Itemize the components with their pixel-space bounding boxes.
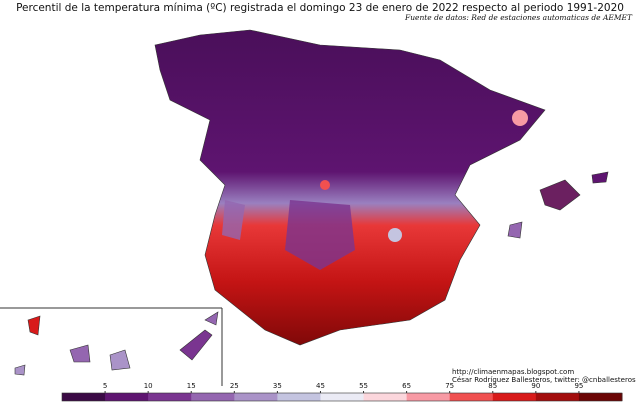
colorbar-bin	[320, 393, 365, 401]
colorbar-label: 65	[402, 382, 411, 390]
source: Fuente de datos: Red de estaciones autom…	[404, 13, 633, 22]
colorbar-label: 15	[187, 382, 196, 390]
url: http://climaenmapas.blogspot.com	[452, 368, 574, 376]
colorbar-bin	[277, 393, 321, 401]
colorbar-label: 35	[273, 382, 282, 390]
canarias	[179, 329, 213, 361]
colorbar-bin	[148, 393, 192, 401]
canarias	[14, 364, 26, 376]
colorbar-bin	[449, 393, 494, 401]
ibiza	[507, 221, 523, 239]
canarias	[27, 315, 41, 336]
colorbar-label: 90	[531, 382, 540, 390]
colorbar-bin	[406, 393, 451, 401]
cold-spot	[388, 228, 402, 242]
colorbar-label: 45	[316, 382, 325, 390]
colorbar-frame	[61, 392, 623, 402]
colorbar-bin	[535, 393, 580, 401]
baleares	[539, 179, 581, 211]
colorbar: 5 10 15 25 35 45 55 65 75 85 90 95	[61, 382, 623, 402]
canarias	[204, 311, 219, 326]
colorbar-bin	[363, 393, 408, 401]
colorbar-bin	[578, 393, 623, 401]
warm-spot	[512, 110, 528, 126]
warm-spot	[320, 180, 330, 190]
menorca	[591, 171, 609, 184]
title: Percentil de la temperatura mínima (ºC) …	[16, 2, 624, 14]
peninsula	[154, 29, 546, 346]
colorbar-label: 85	[488, 382, 497, 390]
colorbar-label: 25	[230, 382, 239, 390]
colorbar-label: 10	[144, 382, 153, 390]
canarias	[109, 349, 131, 371]
credit: César Rodríguez Ballesteros, twitter: @c…	[452, 376, 636, 384]
cold-area	[285, 200, 355, 270]
colorbar-label: 5	[103, 382, 107, 390]
cold-area	[222, 200, 245, 240]
canarias	[69, 344, 91, 363]
map	[0, 29, 609, 386]
colorbar-bin	[492, 393, 537, 401]
colorbar-bin	[105, 393, 149, 401]
colorbar-label: 75	[445, 382, 454, 390]
colorbar-label: 95	[574, 382, 583, 390]
colorbar-bin	[62, 393, 106, 401]
colorbar-bin	[191, 393, 235, 401]
colorbar-label: 55	[359, 382, 368, 390]
colorbar-bin	[234, 393, 278, 401]
